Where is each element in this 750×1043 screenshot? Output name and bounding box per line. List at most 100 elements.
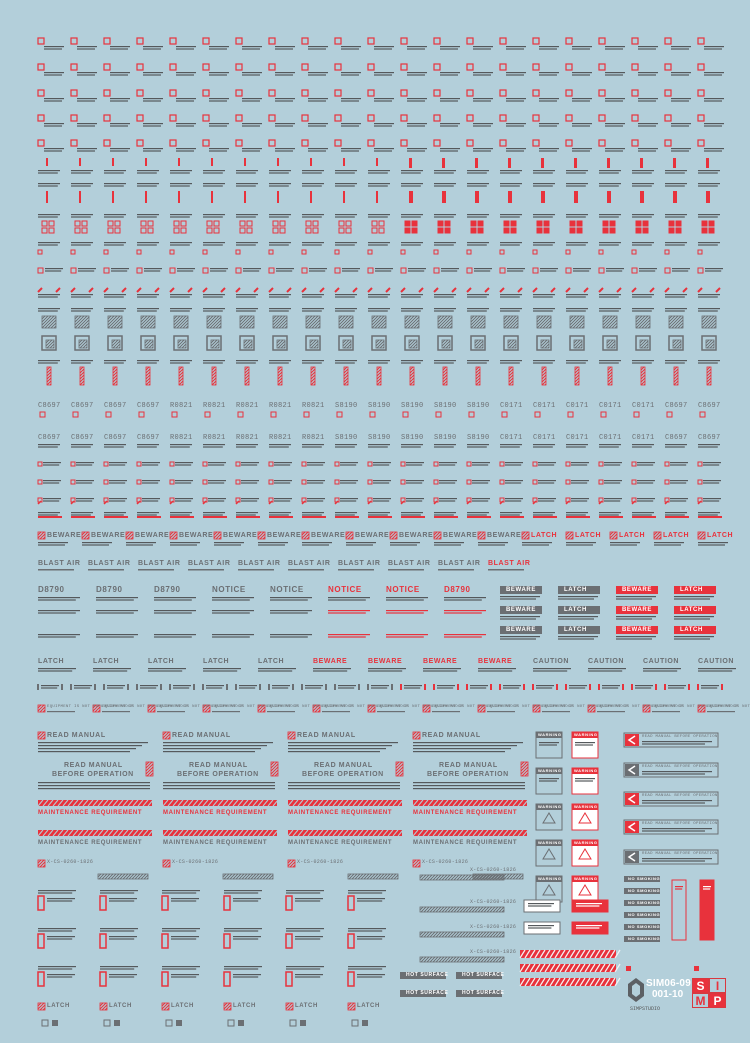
micro-text-line [632,172,652,174]
micro-text-line [500,310,520,312]
micro-text-line [704,125,722,127]
hazard-stripe [467,799,474,807]
hatch-stripe [107,315,118,326]
micro-text-line [258,670,293,672]
hazard-stripe [67,829,74,837]
hatch-stripe [292,864,296,868]
micro-text-line [38,362,58,364]
micro-text-line [270,612,308,614]
hatch-stripe [417,864,421,868]
hatch-stripe [250,346,253,349]
square-marker [499,63,507,71]
latch-small-label: LATCH [295,1003,318,1009]
micro-text-line [104,444,126,446]
red-bar [79,191,81,203]
micro-text-line [38,748,136,750]
micro-text-line [206,687,223,689]
hatch-stripe [713,325,717,329]
micro-text-line [170,360,192,362]
hatch-stripe [275,316,288,329]
hazard-stripe [422,829,429,837]
hatch-stripe [521,877,524,880]
hatch-stripe [44,316,57,329]
square-marker [136,267,143,274]
hazard-stripe [42,799,49,807]
hatch-stripe [475,340,484,349]
hatch-stripe [442,366,447,371]
latch-label: CAUTION [643,658,680,665]
micro-text-line [175,464,192,466]
micro-text-line [703,888,711,890]
hazard-stripe [317,829,324,837]
corner-bracket [169,287,193,293]
hazard-stripe [437,799,444,807]
micro-text-line [539,150,557,152]
hatch-stripe [342,339,347,344]
micro-text-line [110,48,128,50]
hatch-stripe [435,956,442,963]
micro-text-line [566,185,586,187]
four-square [675,227,682,234]
micro-text-line [500,216,520,218]
micro-text-line [242,98,262,100]
micro-text-line [110,123,130,125]
four-square [279,220,286,227]
micro-text-line [616,616,656,618]
micro-text-line [302,542,332,544]
hazard-stripe [137,799,144,807]
micro-text-line [275,48,293,50]
hatch-stripe [118,346,121,349]
micro-text-line [599,185,619,187]
hatch-stripe [310,366,315,371]
hatch-stripe [437,315,442,320]
four-square [239,220,246,227]
corner-bracket [598,500,603,505]
hatch-stripe [462,931,469,938]
micro-text-line [670,498,688,500]
hazard-stripe [589,949,596,959]
micro-text-line [413,742,523,744]
hatch-stripe [702,709,706,713]
hatch-stripe [532,704,537,709]
micro-text-line [38,742,148,744]
micro-text-line [500,514,520,516]
four-square [173,220,180,227]
hatch-stripe [244,371,250,377]
hatch-stripe [277,340,286,349]
hatch-stripe [503,315,517,329]
hazard-stripe [594,977,601,987]
four-square [444,227,451,234]
micro-text-line [104,512,126,514]
micro-text-line [143,98,163,100]
hatch-stripe [53,325,57,329]
hatch-stripe [49,383,52,386]
hazard-stripe [427,799,434,807]
micro-text-line [440,98,460,100]
micro-text-line [154,612,192,614]
micro-text-line [440,150,458,152]
micro-text-line [335,514,355,516]
micro-text-line [572,125,590,127]
micro-text-line [671,48,689,50]
label-plate [558,586,600,594]
micro-text-line [704,74,722,76]
micro-text-line [100,968,135,970]
hazard-stripe [272,829,279,837]
four-square [411,220,418,227]
micro-text-line [654,544,681,546]
red-bar [442,191,446,203]
micro-text-line [604,482,621,484]
micro-text-line [632,216,652,218]
hatch-stripe [243,339,251,347]
hatch-stripe [548,325,552,329]
beware-label: LATCH [619,532,646,539]
micro-text-line [43,462,61,464]
hatch-stripe [112,377,118,383]
hatch-stripe [301,531,306,536]
hatch-stripe [343,380,349,386]
hatch-stripe [445,383,448,386]
micro-text-line [444,612,482,614]
hazard-stripe [257,829,264,837]
hatch-stripe [609,531,614,536]
hatch-stripe [99,1002,104,1007]
